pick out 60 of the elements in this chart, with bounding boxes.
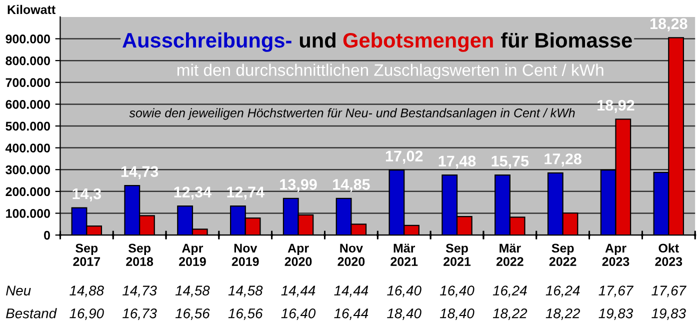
- y-tick-label: 900.000: [6, 34, 50, 44]
- annotation: sowie den jeweiligen Höchstwerten für Neu- und Bestandsanlagen in Cent / kWh: [129, 108, 575, 120]
- text: mit den durchschnittlichen Zuschlagswerten in Cent / kWh: [177, 64, 604, 80]
- text: Ausschreibungs- und Gebotsmengen für Biomasse: [122, 32, 632, 52]
- annotation: 14,3: [72, 188, 101, 202]
- x-tick-label: Sep 2022: [549, 244, 576, 266]
- text: 18,40: [440, 308, 474, 320]
- text: 16,90: [70, 308, 104, 320]
- text: 16,24: [546, 286, 580, 298]
- y-tick-label: 600.000: [6, 100, 50, 109]
- text: 16,40: [440, 286, 474, 298]
- y-tick-label: 0: [44, 230, 50, 240]
- text: 16,40: [387, 286, 422, 298]
- x-tick-label: Apr 2020: [284, 244, 312, 266]
- annotation: 17,48: [438, 156, 476, 169]
- x-tick-label: Nov 2019: [232, 244, 259, 266]
- text: 17,67: [598, 286, 634, 298]
- annotation: 15,75: [492, 156, 529, 169]
- x-tick-label: Sep 2017: [73, 244, 100, 266]
- text: 18,40: [387, 308, 422, 320]
- y-tick-label: 300.000: [6, 165, 50, 174]
- x-tick-label: Mär 2022: [496, 244, 524, 266]
- text: 19,83: [652, 308, 686, 320]
- annotation: 13,99: [280, 179, 317, 192]
- text: 16,73: [122, 308, 157, 320]
- annotation: 17,02: [386, 150, 423, 164]
- y-tick-label: 800.000: [6, 56, 50, 66]
- annotation: 17,28: [544, 153, 582, 167]
- text: 14,58: [175, 286, 210, 298]
- text: 16,24: [492, 286, 527, 298]
- text: Neu: [6, 286, 31, 296]
- text: 18,22: [546, 308, 580, 320]
- y-axis-title: Kilowatt: [8, 4, 56, 14]
- y-tick-label: 200.000: [6, 187, 50, 196]
- text: 18,22: [492, 308, 528, 320]
- text: 16,56: [175, 308, 210, 320]
- text: 14,44: [281, 286, 316, 298]
- x-tick-label: Apr 2019: [179, 244, 206, 266]
- text: 16,40: [281, 308, 316, 320]
- text: 14,88: [70, 286, 104, 298]
- text: 14,44: [334, 286, 368, 298]
- x-tick-label: Sep 2018: [126, 244, 154, 266]
- annotation: 14,85: [333, 179, 370, 192]
- text: 17,67: [652, 286, 686, 298]
- y-tick-label: 400.000: [5, 144, 50, 152]
- text: 16,44: [334, 308, 368, 320]
- text: 19,83: [598, 308, 633, 320]
- x-tick-label: Apr 2023: [602, 244, 630, 266]
- text: Bestand: [6, 308, 57, 318]
- text: 14,73: [122, 286, 157, 298]
- x-tick-label: Sep 2021: [444, 244, 471, 266]
- y-tick-label: 500.000: [6, 122, 50, 131]
- y-tick-label: 100.000: [6, 209, 50, 218]
- text: 16,56: [228, 308, 263, 320]
- x-tick-label: Okt 2023: [655, 243, 682, 266]
- x-tick-label: Mär 2021: [390, 244, 418, 266]
- x-tick-label: Nov 2020: [338, 244, 365, 266]
- y-tick-label: 700.000: [6, 78, 50, 88]
- annotation: 18,28: [650, 18, 688, 32]
- text: 14,58: [228, 286, 263, 298]
